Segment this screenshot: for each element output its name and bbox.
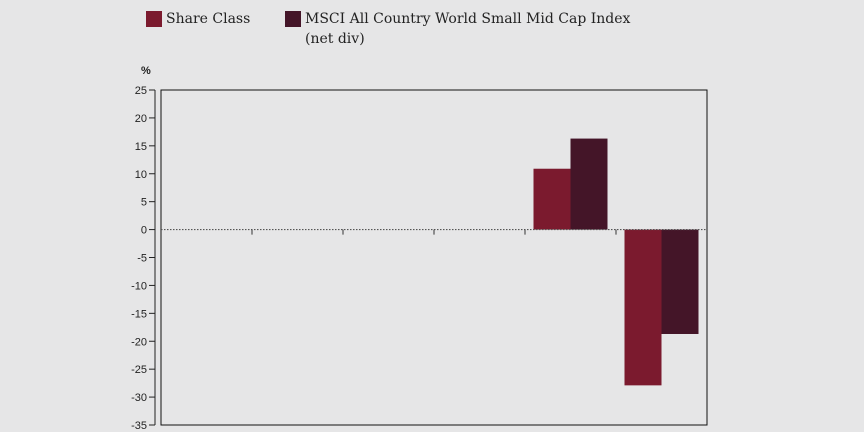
legend-label-msci-index-line2: (net div) [305, 31, 365, 47]
y-tick-label: -20 [131, 336, 147, 348]
legend-item-msci-index: MSCI All Country World Small Mid Cap Ind… [285, 9, 630, 49]
y-tick-label: -10 [131, 280, 147, 292]
y-tick-label: -25 [131, 364, 147, 376]
bar-series-1-category-5 [661, 229, 699, 334]
y-tick-label: -30 [131, 392, 147, 404]
y-tick-label: 20 [135, 113, 147, 125]
y-tick-label: 10 [135, 169, 147, 181]
legend-item-share-class: Share Class [146, 9, 250, 29]
y-tick-label: -5 [137, 253, 147, 265]
legend-label-share-class: Share Class [166, 11, 251, 27]
y-tick-label: -35 [131, 420, 147, 432]
y-tick-label: 25 [135, 85, 147, 97]
bar-series-0-category-5 [624, 229, 662, 386]
legend-swatch-share-class [146, 11, 162, 27]
y-tick-label: 5 [141, 197, 147, 209]
y-axis-unit-label: % [141, 65, 151, 77]
y-tick-label: 0 [141, 225, 147, 237]
x-axis-ticks [251, 229, 617, 235]
y-tick-label: -15 [131, 308, 147, 320]
y-tick-label: 15 [135, 141, 147, 153]
bar-series-1-category-4 [570, 138, 608, 230]
legend-label-msci-index-line1: MSCI All Country World Small Mid Cap Ind… [305, 11, 631, 27]
plot-frame [160, 89, 708, 426]
legend-swatch-msci-index [285, 11, 301, 27]
bars [533, 138, 699, 386]
bar-series-0-category-4 [533, 168, 571, 230]
legend-label-msci-index: MSCI All Country World Small Mid Cap Ind… [305, 9, 630, 49]
y-axis: 25 20 15 10 5 0 -5 -10 -15 -20 -25 -30 -35 [131, 85, 156, 432]
